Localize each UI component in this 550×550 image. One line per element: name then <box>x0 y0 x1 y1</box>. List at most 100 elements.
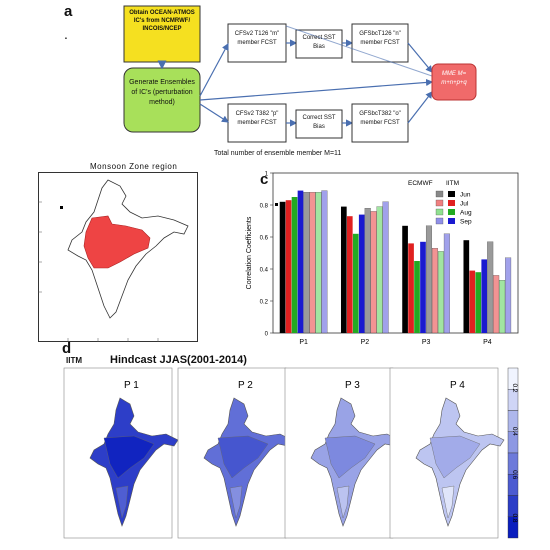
flowchart-main <box>199 23 477 143</box>
bar-ecmwf-jun-p1 <box>279 201 286 333</box>
legend-iitm: IITM <box>446 180 459 187</box>
marker-dot <box>275 203 278 206</box>
panel-letter-a: a <box>64 3 73 20</box>
bar-ecmwf-sep-p4 <box>481 259 488 333</box>
bar-ecmwf-aug-p1 <box>291 197 298 333</box>
ensemble-box-text: Generate Ensembles of IC's (perturbation… <box>129 79 195 106</box>
iitm-logo: IITM <box>66 356 82 365</box>
bar-iitm-aug-p1 <box>315 192 322 334</box>
bar-ecmwf-jul-p2 <box>346 216 353 333</box>
colorbar-step <box>507 516 519 539</box>
map-region-south-3 <box>336 485 350 519</box>
bar-iitm-jun-p2 <box>364 208 371 334</box>
bar-ecmwf-jul-p1 <box>285 200 292 333</box>
y-tick-label: 0.2 <box>260 300 269 306</box>
maps-d-title: Hindcast JJAS(2001-2014) <box>110 354 247 366</box>
y-tick-label: 0 <box>265 332 269 338</box>
legend-swatch-iitm <box>435 217 444 225</box>
bar-iitm-sep-p4 <box>505 257 512 334</box>
bar-ecmwf-sep-p3 <box>420 241 426 333</box>
panel-letter-c: c <box>260 171 269 188</box>
legend-label: Aug <box>460 210 472 217</box>
source-box <box>123 5 201 63</box>
top-correct-text: Correct SST Bias <box>302 35 336 50</box>
bar-iitm-aug-p4 <box>499 280 506 334</box>
top-gfs-box <box>351 23 409 63</box>
top-gfs-text: GFSbcT126 "n" member FCST <box>359 31 401 46</box>
bar-iitm-aug-p3 <box>437 251 444 334</box>
bar-iitm-jun-p3 <box>425 225 432 334</box>
panel-letter-d: d <box>62 340 72 357</box>
colorbar-tick-label: 0.8 <box>511 513 518 522</box>
legend-ecmwf: ECMWF <box>408 180 433 187</box>
bar-iitm-jun-p4 <box>487 241 494 334</box>
bar-iitm-jul-p2 <box>370 211 377 334</box>
legend-label: Jun <box>460 192 471 199</box>
bar-ecmwf-jul-p3 <box>408 243 414 333</box>
map-region-inner-2 <box>217 435 269 479</box>
bar-ecmwf-aug-p4 <box>475 272 482 333</box>
x-tick-label: P3 <box>422 339 431 346</box>
map-region-south-4 <box>441 485 455 519</box>
map-label-4: P 4 <box>450 380 465 391</box>
bullet-dot: . <box>64 26 68 42</box>
bar-iitm-sep-p3 <box>443 233 450 334</box>
legend-swatch-ecmwf <box>448 218 455 224</box>
y-tick-label: 1 <box>265 172 269 178</box>
chart-c: 0 0.2 0.4 0.6 0.8 1 Correlation Coefficients P1… <box>246 172 519 346</box>
map-region-inner-4 <box>429 435 481 479</box>
x-tick-label: P2 <box>361 339 370 346</box>
bottom-gfs-box <box>351 103 409 143</box>
legend-swatch-ecmwf <box>448 209 455 215</box>
map-label-2: P 2 <box>238 380 253 391</box>
legend-swatch-iitm <box>435 190 444 198</box>
top-correct-box <box>295 29 343 59</box>
monsoon-zone-region <box>83 215 151 269</box>
bar-ecmwf-jun-p2 <box>340 206 347 333</box>
map-label-1: P 1 <box>124 380 139 391</box>
legend-swatch-iitm <box>435 199 444 207</box>
x-tick-label: P4 <box>483 339 492 346</box>
bottom-gfs-text: GFSbcT382 "o" member FCST <box>359 111 401 126</box>
top-model-text: CFSv2 T126 "m" member FCST <box>234 31 280 46</box>
flow-caption: Total number of ensemble member M=11 <box>214 150 342 157</box>
bar-ecmwf-sep-p2 <box>358 214 365 333</box>
bar-iitm-jun-p1 <box>303 192 310 334</box>
y-tick-label: 0.6 <box>260 236 269 242</box>
map-b-title: Monsoon Zone region <box>90 162 178 171</box>
map-region-inner-3 <box>324 435 376 479</box>
colorbar-tick-label: 0.2 <box>511 383 518 392</box>
bar-iitm-jul-p4 <box>493 275 500 334</box>
legend-label: Sep <box>460 219 472 226</box>
bar-iitm-sep-p1 <box>321 190 328 334</box>
bar-iitm-aug-p2 <box>376 206 383 334</box>
bottom-correct-box <box>295 109 343 139</box>
bar-ecmwf-jun-p3 <box>402 225 408 333</box>
x-tick-label: P1 <box>299 339 308 346</box>
y-tick-label: 0.8 <box>260 204 269 210</box>
bar-iitm-jul-p3 <box>431 248 438 334</box>
legend-label: Jul <box>460 201 469 208</box>
map-region-south-1 <box>115 485 129 519</box>
map-region-south-2 <box>229 485 243 519</box>
bottom-model-box <box>227 103 287 143</box>
y-tick-label: 0.4 <box>260 268 269 274</box>
map-region-inner-1 <box>103 435 155 479</box>
map-b <box>38 172 198 342</box>
bar-ecmwf-sep-p1 <box>297 190 304 333</box>
bar-iitm-sep-p2 <box>382 201 389 334</box>
bar-ecmwf-aug-p2 <box>352 233 359 333</box>
legend-swatch-ecmwf <box>448 200 455 206</box>
source-box-text: Obtain OCEAN-ATMOS IC's from NCMRWF/ INC… <box>129 10 195 32</box>
colorbar-tick-label: 0.6 <box>511 470 518 479</box>
bar-ecmwf-jun-p4 <box>463 240 470 333</box>
colorbar-tick-label: 0.4 <box>511 427 518 436</box>
mme-box-text: MME M= m+n+p+q <box>441 71 467 86</box>
map-label-3: P 3 <box>345 380 360 391</box>
bar-ecmwf-aug-p3 <box>414 261 420 333</box>
bottom-model-text: CFSv2 T382 "p" member FCST <box>235 111 279 126</box>
y-axis-label: Correlation Coefficients <box>246 216 253 289</box>
bar-iitm-jul-p1 <box>309 192 316 334</box>
